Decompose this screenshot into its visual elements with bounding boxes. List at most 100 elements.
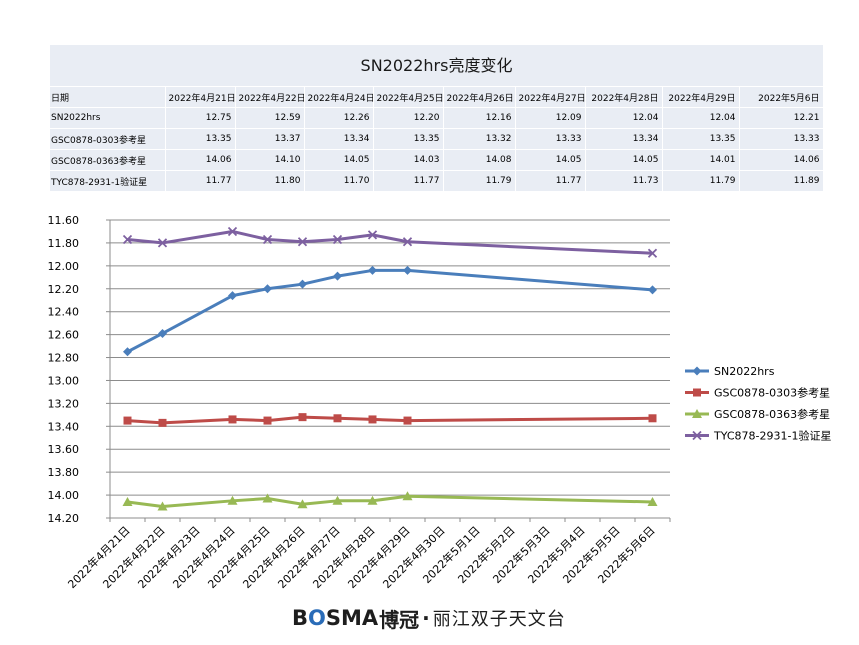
legend-marker <box>693 388 701 397</box>
bosma-logo: BOSMA <box>292 606 379 630</box>
y-tick-label: 12.00 <box>48 260 80 273</box>
table-row: TYC878-2931-1验证星 11.77 11.80 11.70 11.77 11.7… <box>50 170 824 191</box>
chart-title: SN2022hrs亮度变化 <box>360 56 513 75</box>
data-point <box>262 234 273 245</box>
marker-stroke <box>367 230 378 240</box>
x-tick-label: 2022年4月21日 <box>65 523 133 591</box>
table-header-row: 日期 2022年4月21日 2022年4月22日 2022年4月24日 2022年4月2… <box>50 86 824 108</box>
data-point <box>158 418 167 427</box>
table-date-header: 2022年4月28日 <box>585 86 663 108</box>
table-cell: 11.79 <box>662 170 740 191</box>
data-point <box>368 265 377 275</box>
table-cell: 13.33 <box>515 128 586 150</box>
data-point <box>367 495 378 505</box>
table-cell: 11.89 <box>739 170 824 191</box>
table-cell: 11.73 <box>585 170 663 191</box>
legend-label: GSC0878-0363参考星 <box>714 407 830 421</box>
table-cell: 13.35 <box>662 128 740 150</box>
series-line <box>127 229 653 255</box>
table-row: GSC0878-0363参考星 14.06 14.10 14.05 14.03 14.08… <box>50 149 824 171</box>
data-point <box>647 496 658 506</box>
table-cell: 12.04 <box>662 107 740 129</box>
table-date-header: 2022年4月25日 <box>373 86 444 108</box>
legend-marker <box>692 366 702 376</box>
x-tick-label: 2022年4月30日 <box>380 523 448 591</box>
table-date-header: 2022年4月27日 <box>515 86 586 108</box>
table-date-header: 2022年4月29日 <box>662 86 740 108</box>
table-cell: 13.35 <box>373 128 444 150</box>
table-cell: 11.77 <box>373 170 444 191</box>
table-cell: 14.06 <box>165 149 236 171</box>
data-point <box>157 501 168 511</box>
data-point <box>647 248 658 258</box>
data-point <box>333 414 342 423</box>
data-point <box>228 415 237 424</box>
marker-stroke <box>402 237 413 247</box>
table-date-header: 2022年4月21日 <box>165 86 236 108</box>
y-tick-label: 12.80 <box>48 352 80 365</box>
table-header-label: 日期 <box>50 86 166 108</box>
data-point <box>123 416 132 425</box>
data-point <box>368 415 377 424</box>
table-cell: 11.77 <box>165 170 236 191</box>
data-point <box>263 416 272 425</box>
y-tick-label: 11.60 <box>48 214 80 227</box>
table-cell: 12.16 <box>443 107 516 129</box>
y-tick-label: 12.60 <box>48 329 80 342</box>
data-point <box>332 495 343 505</box>
data-point <box>298 413 307 422</box>
x-tick-label: 2022年4月25日 <box>205 523 273 591</box>
x-tick-label: 2022年4月27日 <box>275 523 343 591</box>
x-tick-label: 2022年4月26日 <box>240 523 308 591</box>
y-tick-label: 11.80 <box>48 237 80 250</box>
marker-stroke <box>332 234 343 245</box>
x-tick-label: 2022年4月28日 <box>310 523 378 591</box>
data-point <box>122 496 133 506</box>
marker-stroke <box>647 248 658 258</box>
table-date-header: 2022年4月26日 <box>443 86 516 108</box>
data-point <box>332 234 343 245</box>
observatory-name: 丽江双子天文台 <box>432 609 566 630</box>
table-cell: 12.59 <box>235 107 305 129</box>
data-point <box>403 416 412 425</box>
table-cell: 11.79 <box>443 170 516 191</box>
logo-separator: · <box>422 606 430 630</box>
data-point <box>228 291 237 301</box>
table-cell: 13.33 <box>739 128 824 150</box>
data-point <box>227 495 238 505</box>
y-tick-label: 13.60 <box>48 443 80 456</box>
data-point <box>263 284 272 294</box>
table-cell: 11.70 <box>304 170 374 191</box>
table-cell: 14.03 <box>373 149 444 171</box>
data-point <box>297 499 308 509</box>
y-tick-label: 14.20 <box>48 512 80 525</box>
legend-label: GSC0878-0303参考星 <box>714 386 830 400</box>
y-tick-label: 12.20 <box>48 283 80 296</box>
data-point <box>157 238 168 248</box>
table-cell: 12.75 <box>165 107 236 129</box>
table-cell: 12.26 <box>304 107 374 129</box>
data-point <box>297 237 308 247</box>
data-point <box>403 265 412 275</box>
footer-logo: BOSMA 博冠 · 丽江双子天文台 <box>292 604 566 632</box>
table-date-header: 2022年5月6日 <box>739 86 824 108</box>
series-line <box>127 415 653 425</box>
marker-stroke <box>157 238 168 248</box>
x-tick-label: 2022年4月22日 <box>100 523 168 591</box>
table-cell: 14.05 <box>585 149 663 171</box>
table-row-label: SN2022hrs <box>50 107 166 129</box>
table-cell: 14.10 <box>235 149 305 171</box>
data-point <box>298 279 307 289</box>
data-point <box>367 230 378 240</box>
data-point <box>333 271 342 281</box>
table-cell: 14.08 <box>443 149 516 171</box>
series-line <box>127 494 653 509</box>
data-point <box>402 491 413 501</box>
data-table: 日期 2022年4月21日 2022年4月22日 2022年4月24日 2022年4月2… <box>50 86 824 191</box>
data-point <box>123 347 132 357</box>
marker-stroke <box>692 430 702 441</box>
data-point <box>648 414 657 423</box>
marker-stroke <box>262 234 273 245</box>
y-tick-label: 13.40 <box>48 420 80 433</box>
